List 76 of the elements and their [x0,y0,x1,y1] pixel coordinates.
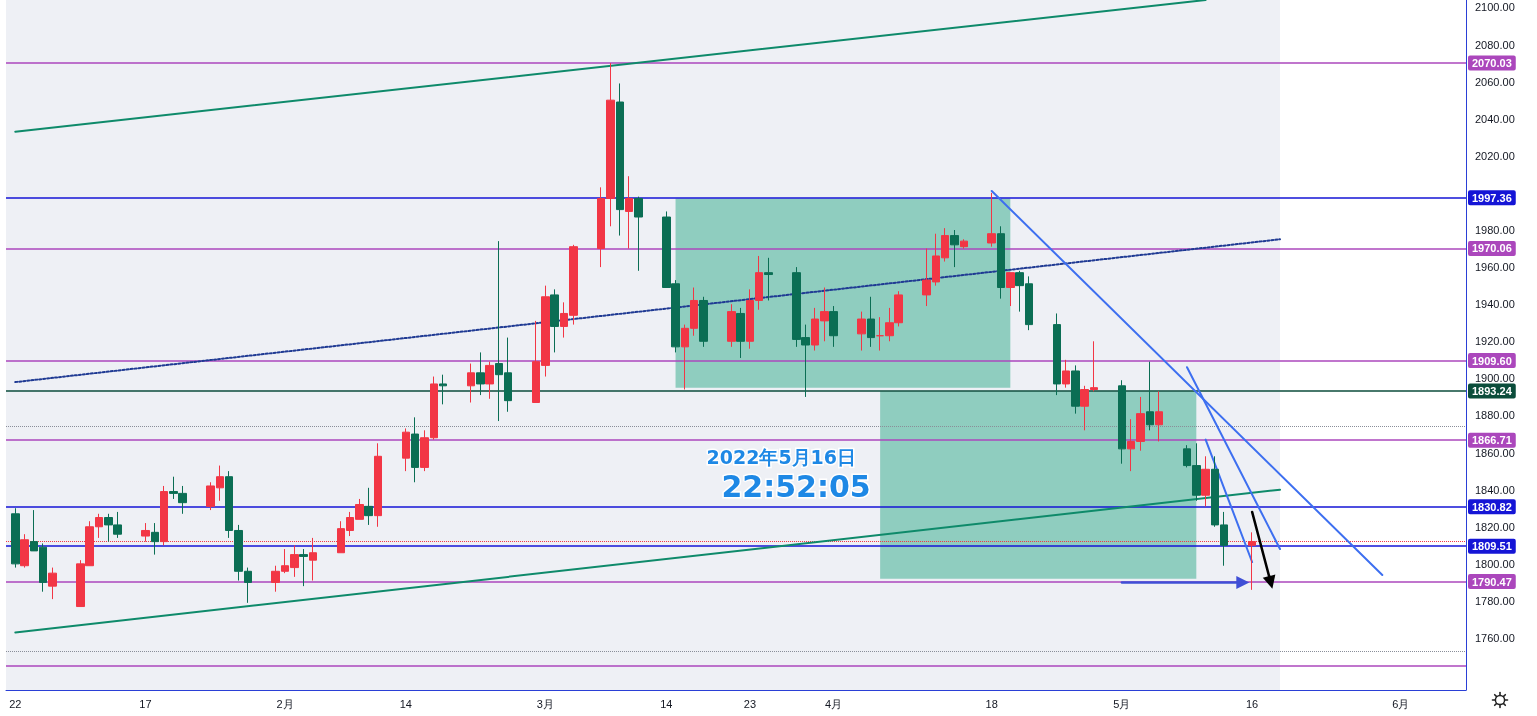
candlestick [625,175,633,250]
candlestick [616,82,624,237]
y-tick-label: 1760.00 [1475,632,1515,645]
x-tick-label: 23 [743,697,757,710]
candlestick [997,225,1005,300]
x-tick-label: 16 [1245,697,1259,710]
candlestick [857,311,866,352]
candlestick [634,196,643,272]
x-tick-label: 22 [9,697,22,710]
ref-line-label: 1866.71 [1472,434,1512,447]
candlestick [1155,390,1163,442]
ref-line-label: 1809.51 [1472,540,1512,553]
y-tick-label: 1980.00 [1475,224,1515,236]
y-tick-label: 1780.00 [1475,594,1515,607]
y-tick-label: 2040.00 [1475,112,1515,125]
candlestick [1053,312,1061,396]
x-tick-label: 18 [985,697,998,710]
candlestick [960,238,968,250]
y-tick-label: 1960.00 [1475,261,1515,274]
candlestick [1071,364,1080,415]
x-tick-label: 4月 [825,697,843,710]
y-tick-label: 2080.00 [1475,38,1515,51]
ref-line-label: 1970.06 [1472,242,1512,255]
candlestick [151,522,159,556]
y-tick-label: 2020.00 [1475,149,1515,162]
candlestick [48,567,57,600]
ref-line-label: 1830.82 [1472,500,1512,513]
candlestick [550,288,559,353]
y-tick-label: 1840.00 [1475,483,1515,496]
candlestick [364,487,373,526]
ref-line-label: 1997.36 [1472,191,1512,204]
candlestick [402,427,410,472]
candlestick [11,507,20,569]
candlestick [20,533,29,569]
candlestick [736,307,745,359]
candlestick [867,296,875,348]
candlestick [829,305,838,348]
y-tick-label: 1900.00 [1475,372,1515,385]
candlestick [476,351,485,396]
y-tick-label: 1860.00 [1475,446,1515,459]
candlestick [467,363,475,403]
candlestick [374,442,382,528]
ref-line-label: 1893.24 [1472,384,1513,397]
y-tick-label: 1920.00 [1475,335,1515,348]
x-tick-label: 6月 [1392,697,1410,710]
y-tick-label: 1820.00 [1475,520,1515,533]
y-tick-label: 1880.00 [1475,409,1515,422]
x-tick-label: 3月 [536,697,554,710]
candlestick [439,374,447,405]
x-tick-label: 14 [399,697,412,710]
x-tick-label: 5月 [1113,697,1131,710]
candlestick [1062,359,1070,389]
candlestick [411,416,419,483]
candlestick [727,303,736,348]
candlestick [299,548,308,587]
candlestick [987,192,996,248]
x-tick-label: 17 [139,697,152,710]
ref-line-label: 1909.60 [1472,354,1512,367]
ref-line-label: 1790.47 [1472,575,1512,588]
x-tick-label: 14 [660,697,673,710]
y-tick-label: 2060.00 [1475,75,1515,88]
ref-line-label: 2070.03 [1472,57,1512,70]
annotation: 22:52:05 [721,469,871,504]
candlestick [699,296,708,348]
candlestick [485,361,494,400]
candlestick [1006,272,1015,307]
x-tick-label: 2月 [276,697,294,710]
candlestick [764,257,773,301]
annotation: 2022年5月16日 [706,446,857,468]
y-tick-label: 2100.00 [1475,1,1515,14]
candlestick [1146,361,1154,431]
candlestick [1201,455,1210,507]
y-tick-label: 1940.00 [1475,298,1515,311]
candlestick [1118,379,1126,465]
candlestick [950,229,959,268]
y-tick-label: 1800.00 [1475,557,1515,570]
